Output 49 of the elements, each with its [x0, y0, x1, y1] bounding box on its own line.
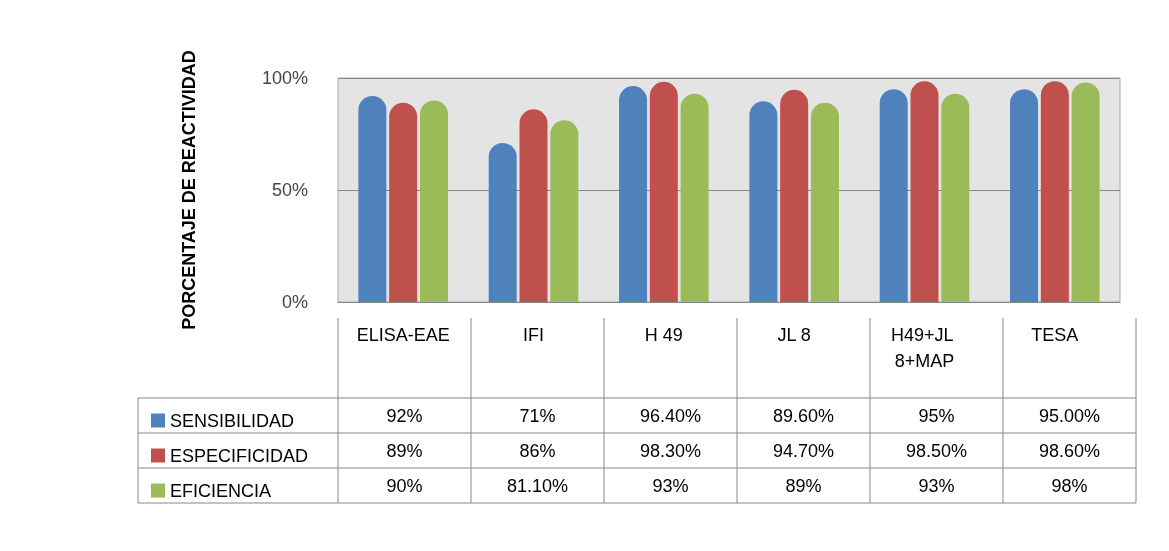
data-label: 95.00% — [1038, 405, 1101, 426]
bar — [780, 89, 809, 302]
bar — [649, 81, 678, 302]
bar — [749, 101, 778, 302]
data-label: 93% — [652, 475, 689, 496]
x-tick-label: H49+JL 8+MAP — [891, 325, 958, 371]
data-label: 96.40% — [639, 405, 702, 426]
bar — [389, 102, 418, 302]
bar — [810, 102, 839, 302]
x-tick-label: JL 8 — [777, 325, 811, 345]
data-label: 86% — [519, 440, 556, 461]
data-label: 98% — [1051, 475, 1088, 496]
data-label: 81.10% — [506, 475, 569, 496]
bar — [941, 93, 970, 302]
bar — [1040, 81, 1069, 302]
bar — [619, 86, 648, 302]
y-tick-label: 100% — [261, 68, 308, 88]
bar — [1010, 89, 1039, 302]
x-tick-label: ELISA-EAE — [356, 325, 450, 345]
data-label: 94.70% — [772, 440, 835, 461]
bar — [519, 109, 548, 302]
bar — [550, 120, 579, 302]
bar — [1071, 82, 1100, 302]
data-label: 93% — [918, 475, 955, 496]
bar — [680, 93, 709, 302]
y-tick-label: 50% — [271, 180, 308, 200]
data-label: 98.60% — [1038, 440, 1101, 461]
y-axis-title: PORCENTAJE DE REACTIVIDAD — [179, 50, 199, 330]
data-label: 90% — [386, 475, 423, 496]
data-label: 98.50% — [905, 440, 968, 461]
legend-label: EFICIENCIA — [170, 480, 272, 501]
legend-label: ESPECIFICIDAD — [170, 445, 309, 466]
bar — [488, 142, 517, 302]
data-label: 71% — [519, 405, 556, 426]
bar — [910, 81, 939, 302]
y-tick-label: 0% — [281, 292, 308, 312]
x-tick-label: H 49 — [644, 325, 683, 345]
data-label: 92% — [386, 405, 423, 426]
bar — [419, 100, 448, 302]
data-label: 98.30% — [639, 440, 702, 461]
bar — [879, 89, 908, 302]
data-label: 95% — [918, 405, 955, 426]
x-tick-label: IFI — [523, 325, 544, 345]
data-label: 89% — [386, 440, 423, 461]
x-tick-label: TESA — [1031, 325, 1079, 345]
data-label: 89% — [785, 475, 822, 496]
bar — [358, 95, 387, 302]
legend-label: SENSIBILIDAD — [170, 410, 295, 431]
data-label: 89.60% — [772, 405, 835, 426]
